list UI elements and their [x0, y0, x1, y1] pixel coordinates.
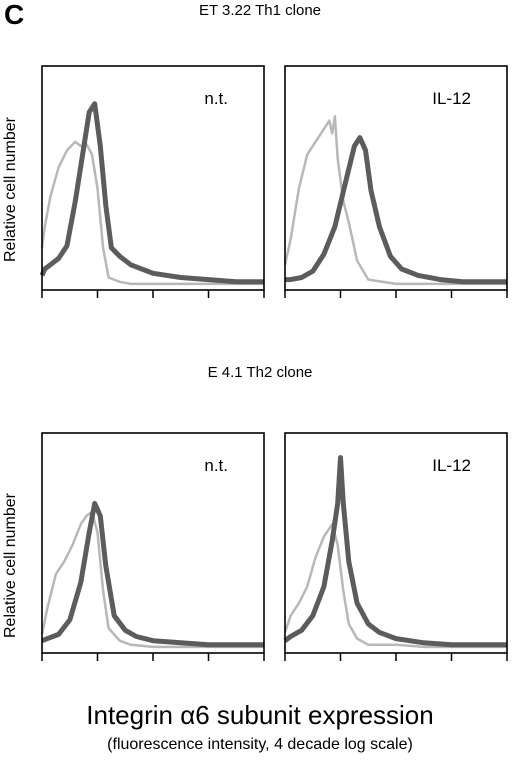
histogram-panel-2: IL-12: [283, 65, 508, 298]
histogram-panel-1: n.t.: [39, 65, 265, 298]
series-control-line: [40, 510, 264, 649]
plot-frame: [284, 432, 508, 654]
histogram-figure: n.t. IL-12 n.t. IL-12: [39, 65, 508, 661]
series-treated-line: [41, 500, 264, 648]
group-title-th1: ET 3.22 Th1 clone: [198, 2, 322, 19]
series-control-line: [40, 140, 264, 286]
plot-frame: [41, 65, 265, 291]
series-treated-line: [285, 135, 507, 285]
plot-frame: [41, 432, 265, 654]
series-treated-line: [39, 101, 264, 285]
histogram-panel-4: IL-12: [283, 432, 508, 661]
x-axis-sublabel: (fluorescence intensity, 4 decade log sc…: [107, 736, 413, 753]
series-control-line: [283, 115, 507, 286]
panel-letter: C: [4, 0, 25, 30]
group-title-th2: E 4.1 Th2 clone: [207, 364, 313, 381]
plot-frame: [284, 65, 508, 291]
x-axis-label: Integrin α6 subunit expression: [86, 700, 434, 730]
panel-label: n.t.: [204, 456, 228, 475]
series-control-line: [283, 522, 507, 649]
panel-label: IL-12: [432, 456, 471, 475]
histogram-panel-3: n.t.: [40, 432, 265, 661]
series-treated-line: [283, 455, 507, 648]
panel-label: n.t.: [204, 89, 228, 108]
panel-label: IL-12: [432, 89, 471, 108]
